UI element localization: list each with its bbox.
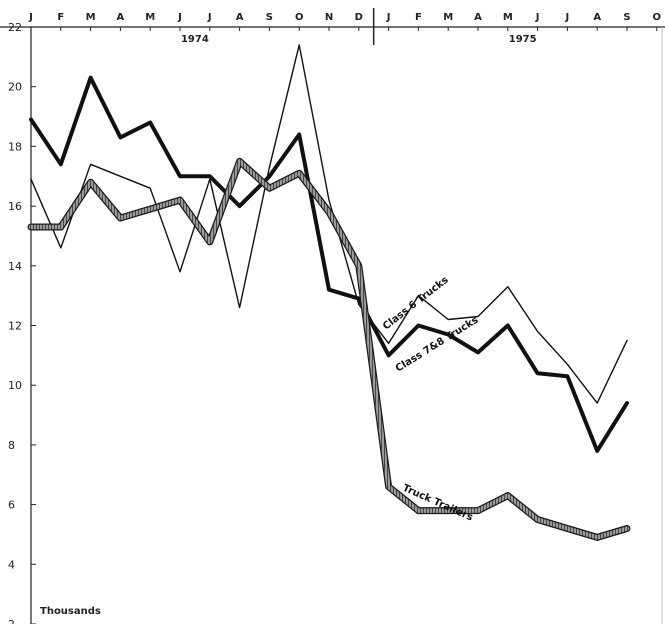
month-label: A xyxy=(236,12,244,23)
month-label: O xyxy=(653,12,662,23)
y-tick-label: 16 xyxy=(8,200,22,213)
month-label: O xyxy=(295,12,304,23)
series-layer xyxy=(27,44,631,541)
month-label: M xyxy=(86,12,96,23)
month-label: J xyxy=(535,12,540,23)
y-tick-label: 12 xyxy=(8,320,22,333)
month-label: A xyxy=(117,12,125,23)
y-tick-label: 14 xyxy=(8,260,22,273)
year-label-1974: 1974 xyxy=(181,34,209,45)
month-label: N xyxy=(325,12,333,23)
y-tick-label: 4 xyxy=(8,558,15,571)
y-tick-label: 8 xyxy=(8,439,15,452)
year-label-1975: 1975 xyxy=(509,34,537,45)
month-label: M xyxy=(145,12,155,23)
month-label: S xyxy=(266,12,273,23)
y-tick-label: 20 xyxy=(8,81,22,94)
month-label: A xyxy=(593,12,601,23)
month-label: F xyxy=(57,12,64,23)
y-tick-label: 10 xyxy=(8,379,22,392)
month-label: M xyxy=(443,12,453,23)
month-label: M xyxy=(503,12,513,23)
month-label: J xyxy=(565,12,570,23)
y-tick-label: 22 xyxy=(8,21,22,34)
unit-label: Thousands xyxy=(40,606,101,617)
month-label: J xyxy=(207,12,212,23)
month-label: J xyxy=(177,12,182,23)
y-tick-label: 6 xyxy=(8,499,15,512)
axes-layer: 2 4 6 8 10 12 14 16 18 20 22 J F M A M J J A S O N D J F M A M J J A S O… xyxy=(0,8,665,624)
class-6-trucks-line xyxy=(30,44,628,404)
month-label: D xyxy=(355,12,363,23)
month-label: J xyxy=(386,12,391,23)
y-tick-label: 2 xyxy=(8,618,15,624)
class-7-8-trucks-line xyxy=(29,75,629,453)
month-label: S xyxy=(623,12,630,23)
truck-trailers-line xyxy=(28,159,630,540)
month-label: J xyxy=(28,12,33,23)
month-label: A xyxy=(474,12,482,23)
y-tick-label: 18 xyxy=(8,140,22,153)
month-label: F xyxy=(415,12,422,23)
